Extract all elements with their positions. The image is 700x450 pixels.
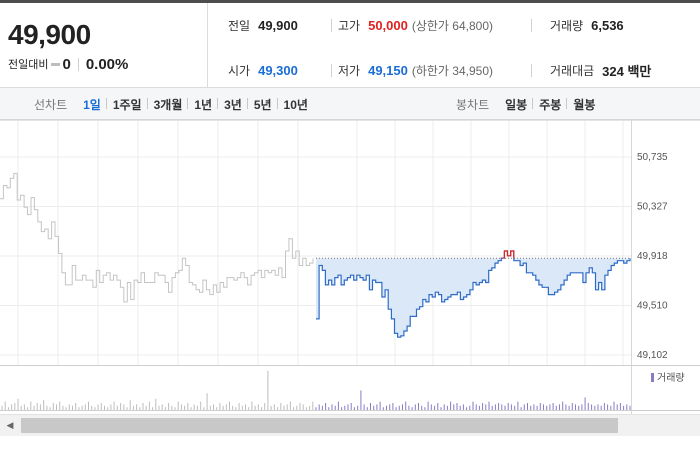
price-chart: 50,735 50,327 49,918 49,510 49,102 거래량 (0, 120, 700, 414)
y-tick-label: 49,510 (637, 301, 668, 312)
chart-toolbar: 선차트 1일 1주일 3개월 1년 3년 5년 10년 봉차트 일봉 주봉 월봉 (0, 88, 700, 120)
stat-label: 고가 (338, 18, 361, 33)
y-tick-label: 49,102 (637, 350, 668, 361)
y-tick-label: 50,735 (637, 152, 668, 163)
period-1d[interactable]: 1일 (83, 97, 101, 112)
volume-bars (1, 370, 631, 410)
change-divider (77, 57, 79, 71)
line-chart-label: 선차트 (34, 97, 68, 112)
stat-value: 324 백만 (602, 63, 652, 79)
stat-volume: 거래량 6,536 (550, 16, 624, 34)
today-area-fill (316, 258, 630, 338)
price-lines (0, 172, 631, 338)
stat-label: 시가 (228, 63, 251, 78)
current-price-box: 49,900 전일대비 0 0.00% (0, 3, 208, 88)
current-price: 49,900 (8, 19, 91, 50)
candle-daily[interactable]: 일봉 (505, 97, 528, 112)
period-1y[interactable]: 1년 (187, 96, 218, 113)
previous-session-line (0, 172, 314, 303)
stat-value: 50,000 (368, 17, 408, 33)
volume-legend-swatch (651, 373, 654, 382)
y-tick-label: 49,918 (637, 251, 668, 262)
divider (531, 64, 532, 77)
change-row: 전일대비 0 0.00% (8, 55, 129, 73)
stat-value: 49,300 (258, 62, 298, 78)
period-3y[interactable]: 3년 (217, 96, 248, 113)
volume-legend-label: 거래량 (657, 372, 685, 384)
change-rate: 0.00% (85, 55, 129, 73)
scrollbar-thumb[interactable] (21, 418, 618, 433)
change-value: 0 (62, 55, 71, 73)
price-summary: 49,900 전일대비 0 0.00% 전일 49,900 고가 50,000 … (0, 0, 700, 88)
chart-grid (0, 120, 700, 414)
stat-value: 49,900 (258, 17, 298, 33)
stat-high: 고가 50,000 (상한가 64,800) (338, 16, 493, 34)
stat-amount: 거래대금 324 백만 (550, 61, 651, 79)
scroll-left-arrow-icon[interactable]: ◀ (6, 420, 14, 430)
stat-prev-close: 전일 49,900 (228, 16, 298, 34)
stat-label: 저가 (338, 63, 361, 78)
stat-label: 전일 (228, 18, 251, 33)
candle-weekly[interactable]: 주봉 (532, 96, 567, 113)
period-3m[interactable]: 3개월 (146, 96, 189, 113)
stat-value: 49,150 (368, 62, 408, 78)
stat-sub: (상한가 64,800) (411, 18, 494, 33)
divider (331, 19, 332, 32)
flat-change-icon (51, 62, 61, 66)
stat-label: 거래량 (550, 18, 584, 33)
period-1w[interactable]: 1주일 (105, 96, 148, 113)
chart-scrollbar[interactable]: ◀ (0, 414, 700, 436)
candle-chart-periods: 봉차트 일봉 주봉 월봉 (456, 88, 601, 120)
y-axis-ticks: 50,735 50,327 49,918 49,510 49,102 (637, 152, 668, 361)
today-price-line (316, 250, 631, 338)
y-tick-label: 50,327 (637, 201, 668, 212)
stat-value: 6,536 (591, 17, 624, 33)
candle-chart-label: 봉차트 (456, 97, 490, 112)
today-fill (316, 258, 630, 338)
candle-monthly[interactable]: 월봉 (566, 96, 601, 113)
stat-open: 시가 49,300 (228, 61, 298, 79)
divider (531, 19, 532, 32)
stat-sub: (하한가 34,950) (411, 63, 494, 78)
period-10y[interactable]: 10년 (276, 96, 314, 113)
period-5y[interactable]: 5년 (246, 96, 278, 113)
divider (331, 64, 332, 77)
stat-label: 거래대금 (550, 63, 595, 78)
volume-legend: 거래량 (651, 372, 685, 384)
line-chart-periods: 선차트 1일 1주일 3개월 1년 3년 5년 10년 (34, 88, 314, 120)
change-label: 전일대비 (8, 59, 49, 71)
stat-low: 저가 49,150 (하한가 34,950) (338, 61, 493, 79)
